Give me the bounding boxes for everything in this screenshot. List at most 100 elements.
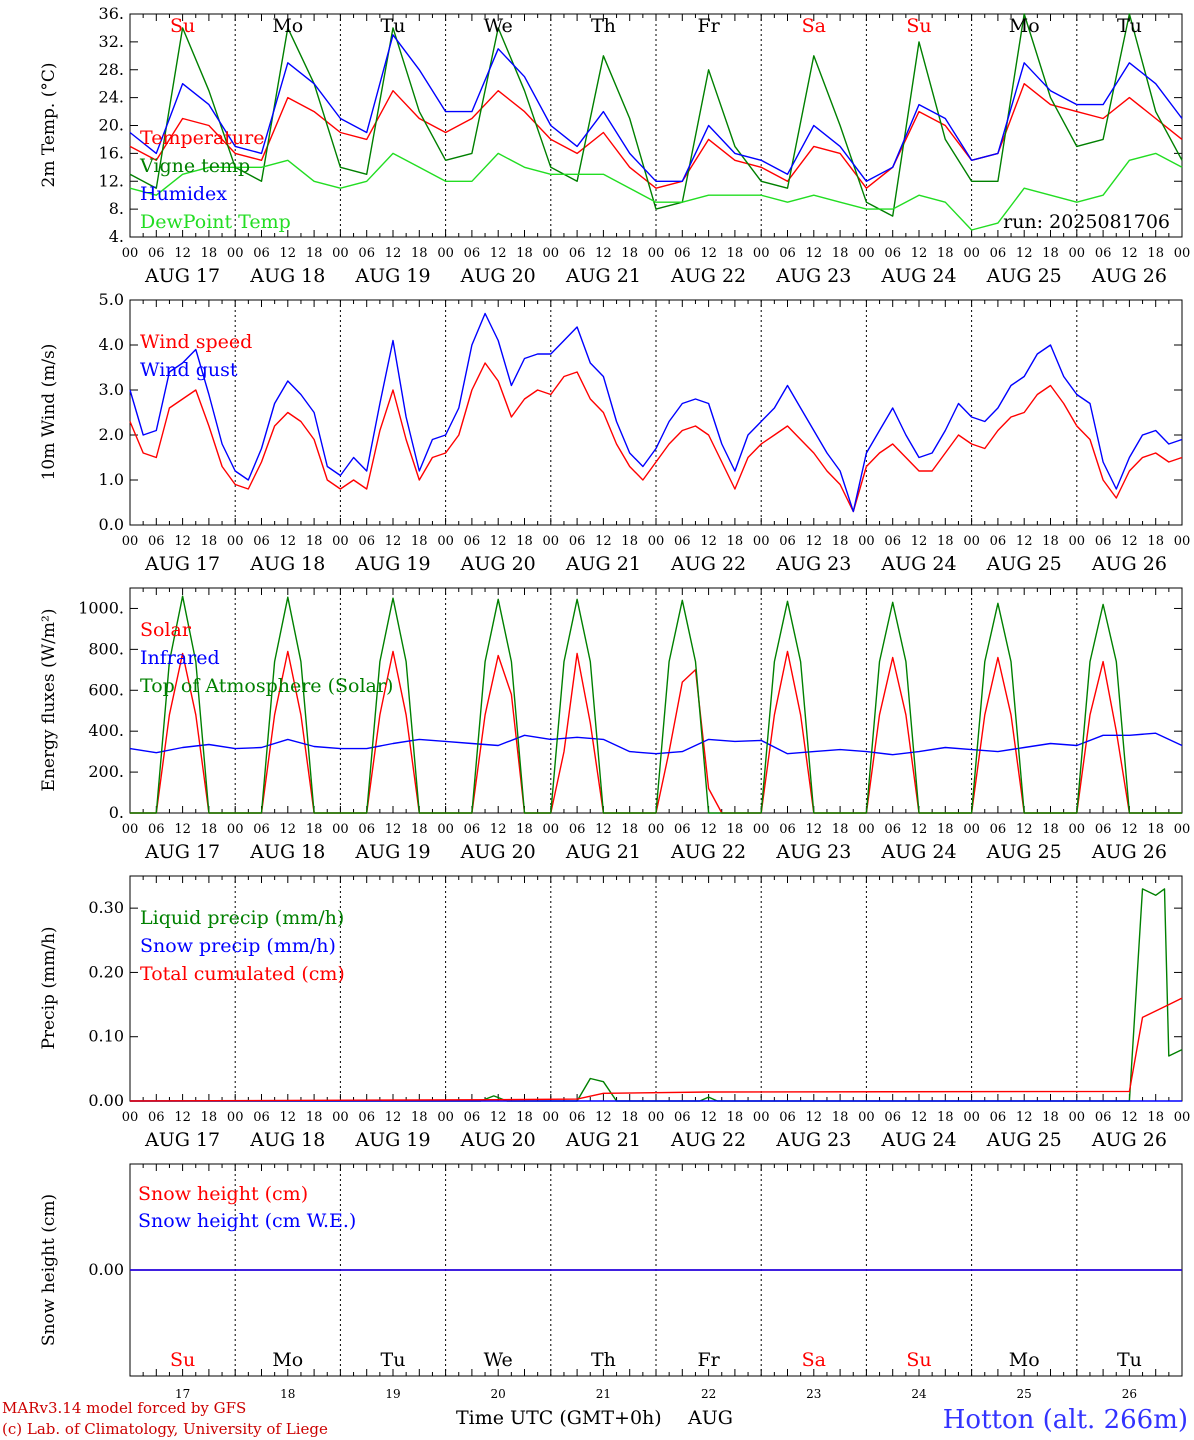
date-label: AUG 21	[565, 265, 641, 287]
hour-tick-label: 12	[490, 822, 507, 837]
hour-tick-label: 00	[437, 822, 454, 837]
hour-tick-label: 18	[1042, 1110, 1059, 1125]
hour-tick-label: 06	[884, 1110, 901, 1125]
date-label: AUG 22	[670, 1129, 746, 1151]
hour-tick-label: 00	[858, 534, 875, 549]
y-tick-label: 1.0	[99, 470, 124, 489]
day-name: Fr	[697, 15, 720, 37]
hour-tick-label: 18	[832, 822, 849, 837]
hour-tick-label: 18	[201, 1110, 218, 1125]
y-axis-label: Precip (mm/h)	[39, 926, 59, 1049]
hour-tick-label: 18	[201, 246, 218, 261]
day-number: 18	[280, 1387, 295, 1401]
hour-tick-label: 18	[1042, 822, 1059, 837]
y-tick-label: 0.10	[88, 1027, 124, 1046]
date-label: AUG 21	[565, 1129, 641, 1151]
hour-tick-label: 00	[963, 1110, 980, 1125]
hour-tick-label: 12	[385, 246, 402, 261]
hour-tick-label: 18	[306, 534, 323, 549]
hour-tick-label: 06	[569, 246, 586, 261]
hour-tick-label: 00	[122, 246, 139, 261]
hour-tick-label: 06	[779, 246, 796, 261]
hour-tick-label: 00	[227, 822, 244, 837]
series-line-total-cumulated-cm-	[129, 997, 1183, 1102]
day-name: Sa	[802, 1349, 826, 1371]
hour-tick-label: 06	[464, 822, 481, 837]
day-number: 24	[911, 1387, 927, 1401]
y-tick-label: 600.	[88, 680, 124, 699]
hour-tick-label: 00	[332, 246, 349, 261]
legend-entry: Temperature	[140, 127, 264, 149]
hour-tick-label: 00	[543, 1110, 560, 1125]
hour-tick-label: 00	[122, 822, 139, 837]
y-tick-label: 0.00	[88, 1260, 124, 1279]
hour-tick-label: 06	[148, 246, 165, 261]
series-line-wind-speed	[129, 362, 1183, 513]
y-tick-label: 200.	[88, 762, 124, 781]
hour-tick-label: 00	[227, 534, 244, 549]
hour-tick-label: 00	[437, 534, 454, 549]
hour-tick-label: 12	[490, 534, 507, 549]
hour-tick-label: 00	[1174, 822, 1191, 837]
legend-entry: Humidex	[140, 183, 227, 205]
hour-tick-label: 00	[648, 822, 665, 837]
hour-tick-label: 06	[148, 534, 165, 549]
day-name: Su	[170, 1349, 195, 1371]
hour-tick-label: 06	[1095, 822, 1112, 837]
hour-tick-label: 12	[280, 246, 297, 261]
date-label: AUG 17	[144, 1129, 220, 1151]
hour-tick-label: 12	[385, 822, 402, 837]
date-label: AUG 19	[354, 265, 430, 287]
hour-tick-label: 00	[753, 1110, 770, 1125]
hour-tick-label: 18	[306, 822, 323, 837]
hour-tick-label: 18	[832, 1110, 849, 1125]
copyright-credit: (c) Lab. of Climatology, University of L…	[2, 1420, 328, 1438]
hour-tick-label: 00	[858, 1110, 875, 1125]
y-tick-label: 4.	[109, 227, 124, 246]
panel-2: 0.0 1.0 2.0 3.0 4.0 5.0 10m Wind (m/s) Wind spe…	[39, 290, 1190, 575]
panel-3: 0. 200. 400. 600. 800. 1000. Energy fluxes (W/…	[39, 587, 1191, 863]
hour-tick-label: 12	[1016, 1110, 1033, 1125]
hour-tick-label: 18	[832, 246, 849, 261]
day-name: Su	[906, 1349, 931, 1371]
day-name: We	[484, 1349, 513, 1371]
hour-tick-label: 18	[1147, 246, 1164, 261]
hour-tick-label: 18	[516, 534, 533, 549]
hour-tick-label: 18	[727, 822, 744, 837]
hour-tick-label: 12	[490, 246, 507, 261]
panel-1: 4. 8. 12. 16. 20. 24. 28. 32. 36. 2m Temp. (°C) Te…	[39, 4, 1190, 287]
y-tick-label: 28.	[99, 60, 124, 79]
hour-tick-label: 18	[201, 822, 218, 837]
hour-tick-label: 12	[385, 534, 402, 549]
hour-tick-label: 06	[674, 534, 691, 549]
hour-tick-label: 12	[1016, 246, 1033, 261]
hour-tick-label: 18	[411, 534, 428, 549]
panel-4: 0.00 0.10 0.20 0.30 Precip (mm/h) Liquid prec…	[39, 875, 1190, 1151]
hour-tick-label: 06	[990, 534, 1007, 549]
date-label: AUG 20	[460, 1129, 536, 1151]
hour-tick-label: 18	[727, 534, 744, 549]
legend-entry: Vigne temp	[139, 155, 250, 177]
hour-tick-label: 06	[779, 822, 796, 837]
hour-tick-label: 12	[1121, 534, 1138, 549]
date-label: AUG 19	[354, 1129, 430, 1151]
legend-entry: Liquid precip (mm/h)	[140, 907, 344, 929]
date-label: AUG 22	[670, 553, 746, 575]
day-name: Sa	[802, 15, 826, 37]
date-label: AUG 25	[986, 265, 1062, 287]
y-axis-label: 2m Temp. (°C)	[39, 62, 59, 187]
hour-tick-label: 00	[1069, 822, 1086, 837]
date-label: AUG 25	[986, 553, 1062, 575]
date-label: AUG 19	[354, 553, 430, 575]
day-name: Tu	[1117, 1349, 1142, 1371]
y-tick-label: 0.	[109, 803, 124, 822]
y-tick-label: 20.	[99, 116, 124, 135]
month-label: AUG	[687, 1407, 733, 1429]
date-label: AUG 22	[670, 841, 746, 863]
date-label: AUG 25	[986, 841, 1062, 863]
series-line-dewpoint-temp	[129, 152, 1183, 231]
hour-tick-label: 00	[332, 534, 349, 549]
date-label: AUG 24	[880, 553, 956, 575]
day-number: 22	[701, 1387, 716, 1401]
y-tick-label: 5.0	[99, 290, 124, 309]
